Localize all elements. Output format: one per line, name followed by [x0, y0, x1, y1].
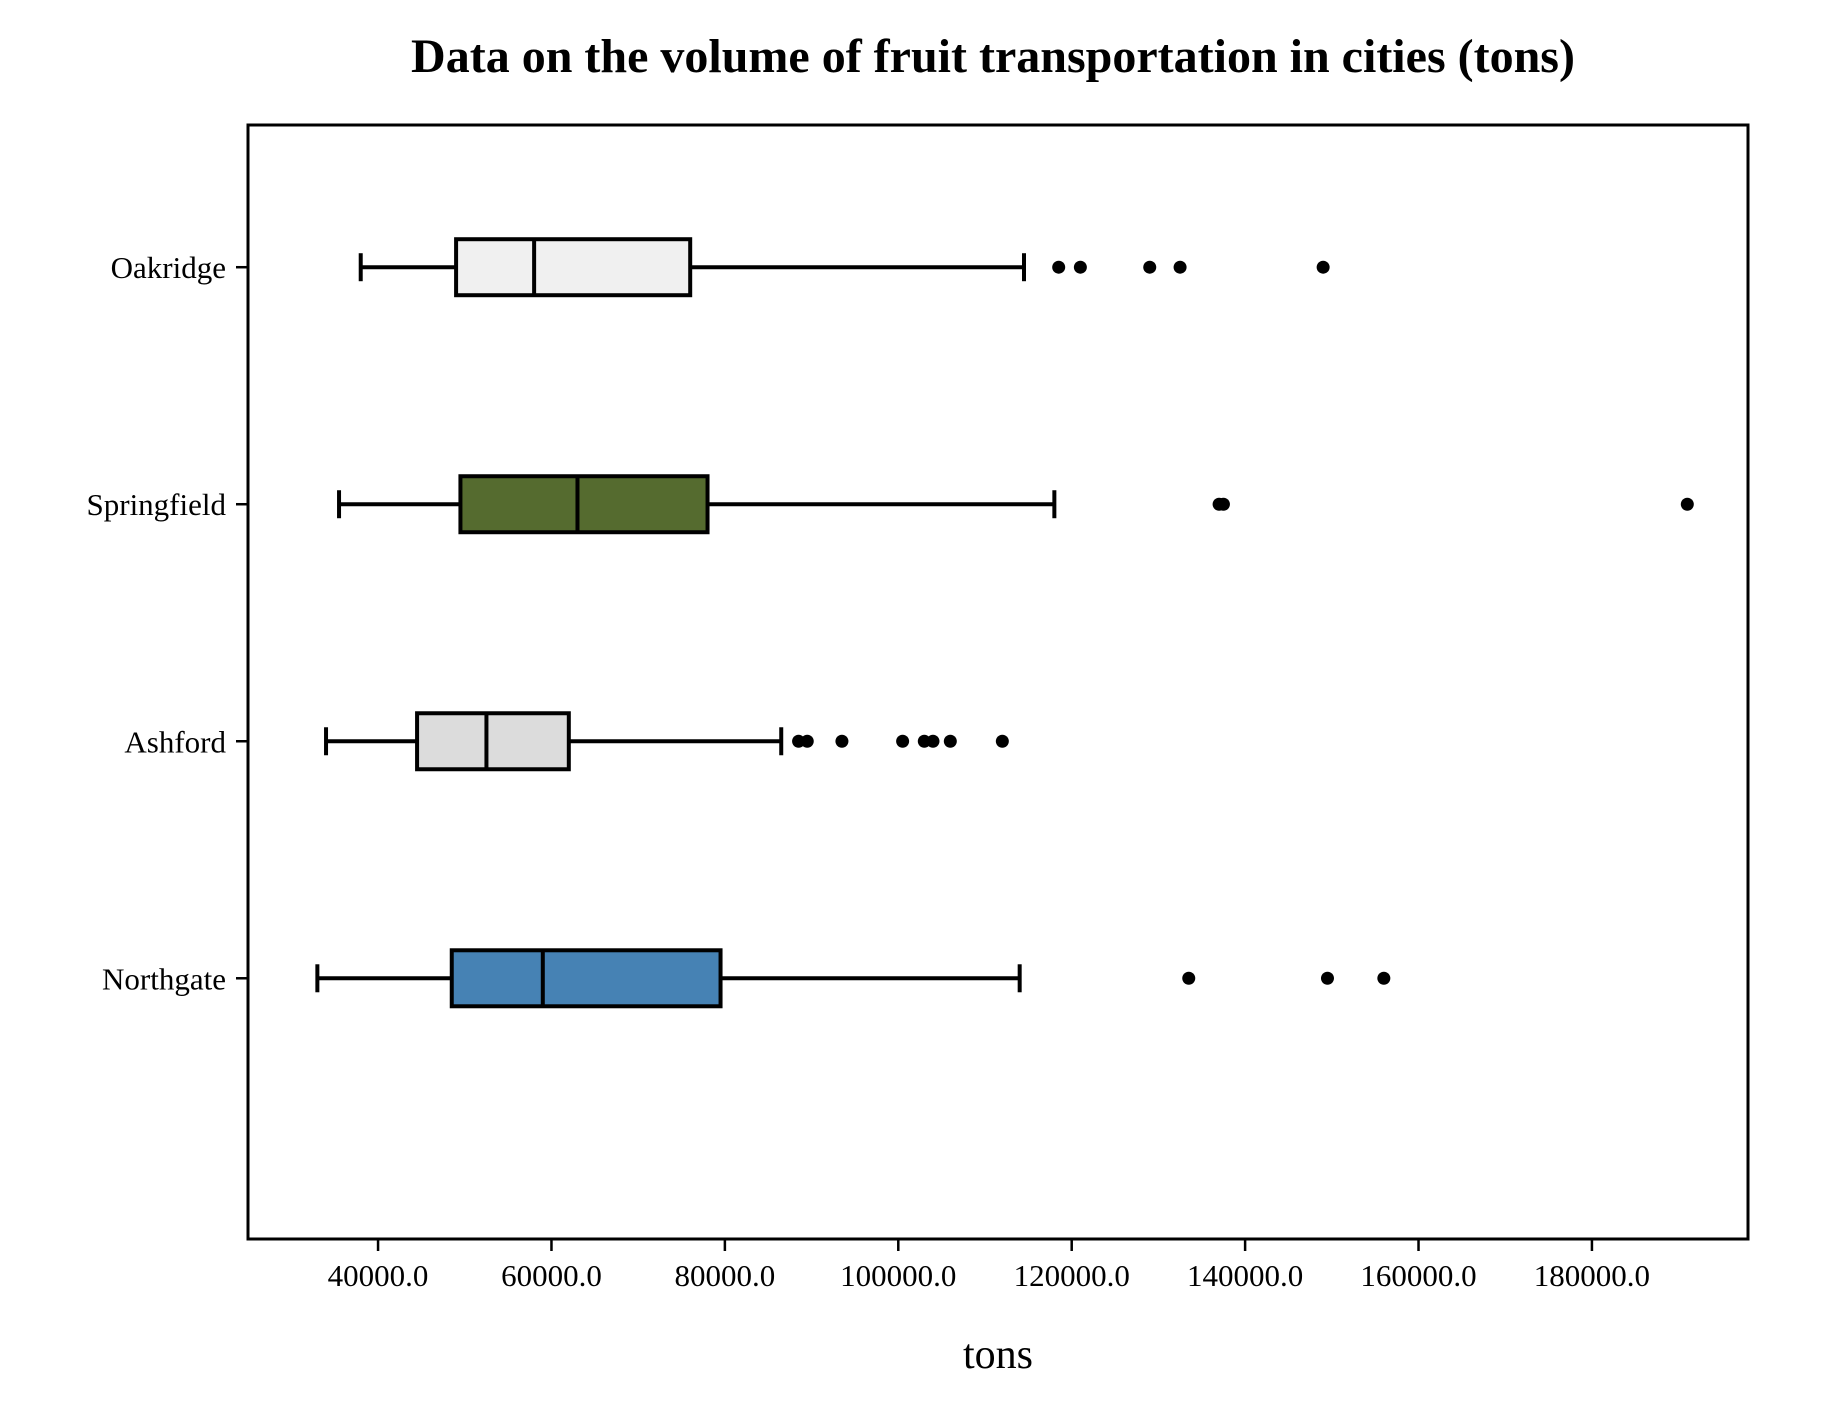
- box-iqr: [415, 711, 571, 772]
- outlier-point: [1216, 497, 1230, 511]
- chart-title: Data on the volume of fruit transportati…: [411, 30, 1575, 83]
- y-tick-label: Northgate: [102, 961, 226, 996]
- x-tick-label: 40000.0: [328, 1258, 429, 1293]
- box-iqr: [454, 237, 693, 298]
- y-axis: Oakridge Springfield Ashford Northgate: [87, 250, 248, 996]
- box-series: [315, 237, 1694, 1009]
- outlier-point: [1073, 260, 1087, 274]
- box-group-oakridge: [358, 237, 1330, 298]
- x-tick-label: 120000.0: [1014, 1258, 1130, 1293]
- y-tick-label: Ashford: [124, 724, 226, 759]
- x-axis-label: tons: [963, 1332, 1033, 1378]
- y-tick-label: Oakridge: [111, 250, 226, 285]
- x-tick-label: 80000.0: [675, 1258, 776, 1293]
- x-tick-label: 140000.0: [1187, 1258, 1303, 1293]
- x-tick-label: 100000.0: [840, 1258, 956, 1293]
- box-group-northgate: [315, 948, 1391, 1009]
- outlier-point: [835, 734, 849, 748]
- x-tick-label: 160000.0: [1360, 1258, 1476, 1293]
- x-tick-label: 180000.0: [1534, 1258, 1650, 1293]
- outlier-point: [943, 734, 957, 748]
- outlier-point: [800, 734, 814, 748]
- x-axis: 40000.0 60000.0 80000.0 100000.0 120000.0 140…: [328, 1239, 1650, 1293]
- plot-area: [246, 123, 1750, 1241]
- outlier-point: [1182, 971, 1196, 985]
- outlier-point: [1173, 260, 1187, 274]
- outlier-point: [1316, 260, 1330, 274]
- box-iqr: [458, 474, 710, 535]
- outlier-point: [1052, 260, 1066, 274]
- box-group-springfield: [337, 474, 1694, 535]
- outlier-point: [995, 734, 1009, 748]
- box-iqr: [449, 948, 723, 1009]
- outlier-point: [1377, 971, 1391, 985]
- x-tick-label: 60000.0: [501, 1258, 602, 1293]
- outlier-point: [1680, 497, 1694, 511]
- box-group-ashford: [324, 711, 1009, 772]
- y-tick-label: Springfield: [87, 487, 227, 522]
- outlier-point: [926, 734, 940, 748]
- outlier-point: [1320, 971, 1334, 985]
- outlier-point: [896, 734, 910, 748]
- outlier-point: [1143, 260, 1157, 274]
